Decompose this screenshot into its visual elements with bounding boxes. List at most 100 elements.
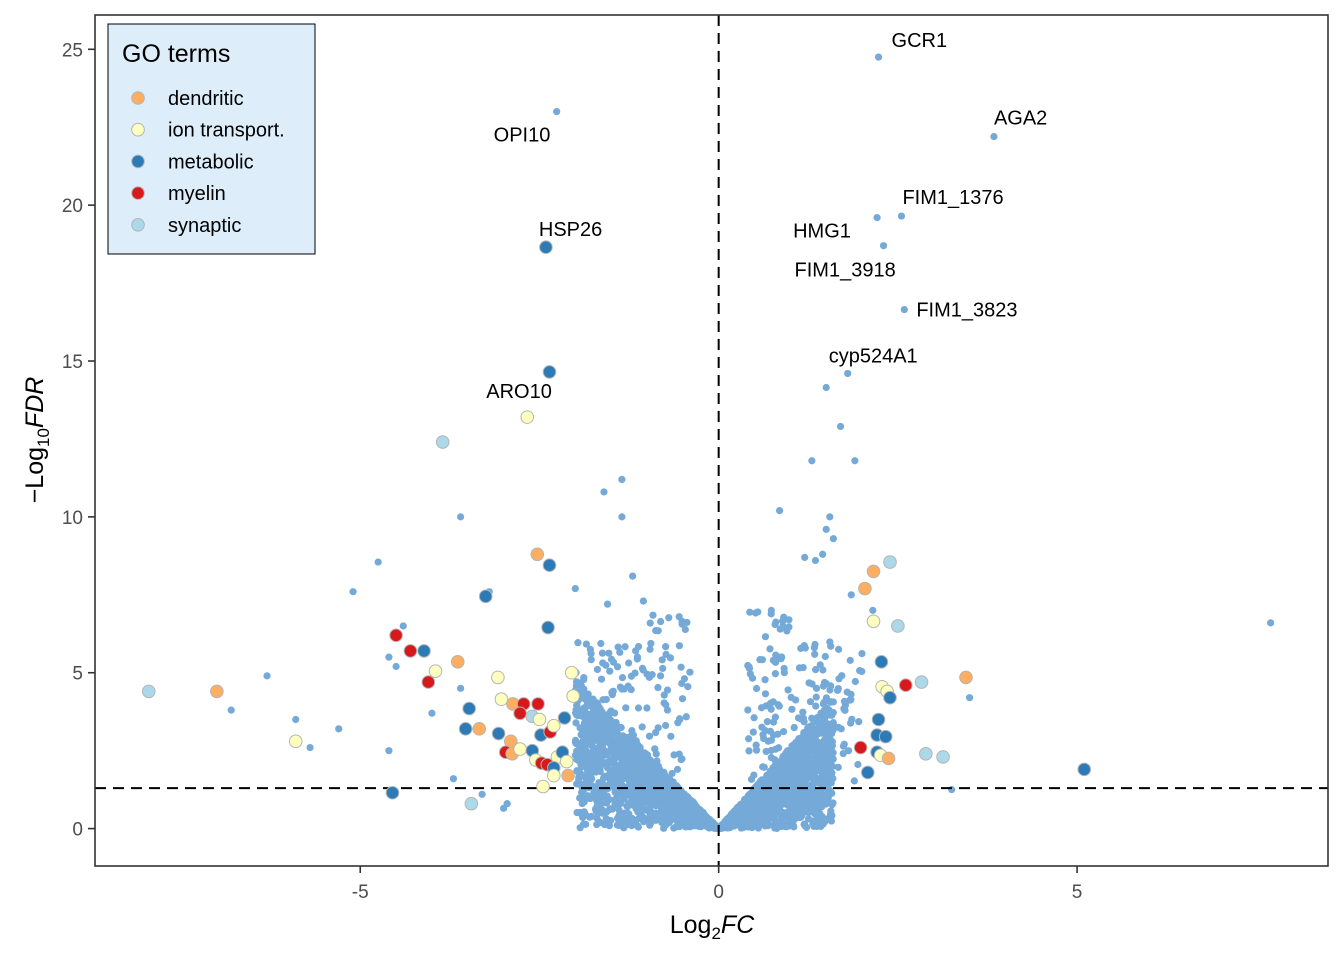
gene-point xyxy=(629,572,637,580)
gene-point xyxy=(965,694,974,702)
gene-point xyxy=(591,732,599,740)
gene-point xyxy=(834,763,842,771)
gene-point xyxy=(811,734,819,742)
x-axis-title-sub: 2 xyxy=(711,924,720,943)
gene-point xyxy=(645,673,654,681)
gene-point xyxy=(571,751,579,759)
go-point-metabolic xyxy=(491,726,506,741)
go-point-synaptic xyxy=(141,684,156,699)
gene-point xyxy=(614,643,622,651)
gene-point xyxy=(627,685,635,694)
gene-point xyxy=(763,718,771,726)
legend-entries: dendritic ion transport. metabolic myelin sy… xyxy=(131,88,285,237)
gene-point xyxy=(587,741,595,749)
gene-point xyxy=(584,690,592,698)
gene-point xyxy=(673,765,682,773)
gene-point xyxy=(640,815,648,823)
gene-point xyxy=(634,777,642,785)
gene-point xyxy=(795,664,804,672)
gene-point xyxy=(815,777,823,785)
gene-point xyxy=(306,743,314,752)
gene-point xyxy=(625,659,633,667)
go-point-metabolic xyxy=(542,365,557,379)
y-axis-title-sub: 10 xyxy=(34,428,53,447)
gene-point xyxy=(675,613,683,621)
labeled-gene-point xyxy=(897,212,906,220)
gene-point xyxy=(582,780,590,789)
gene-point xyxy=(724,816,732,824)
gene-point xyxy=(827,807,835,815)
y-tick-label: 10 xyxy=(62,508,83,529)
gene-point xyxy=(667,732,675,740)
legend-title: GO terms xyxy=(122,40,230,68)
gene-point xyxy=(812,693,820,701)
gene-point xyxy=(754,608,762,616)
gene-point xyxy=(820,791,828,800)
gene-point xyxy=(503,800,511,808)
gene-point xyxy=(652,809,660,817)
gene-point xyxy=(574,740,582,748)
y-axis-title-prefix: − xyxy=(21,489,49,504)
gene-point xyxy=(645,732,654,740)
gene-point xyxy=(827,779,835,787)
gene-point xyxy=(707,817,715,826)
gene-label: FIM1_1376 xyxy=(902,187,1003,209)
gene-point xyxy=(809,801,817,809)
gene-point xyxy=(711,823,719,831)
legend-key-metabolic xyxy=(131,154,145,169)
gene-point xyxy=(610,756,619,764)
gene-point xyxy=(639,597,647,605)
gene-point xyxy=(621,643,629,651)
legend-key-ion-transport xyxy=(131,122,145,137)
gene-point xyxy=(601,737,609,746)
x-axis: -5 0 5 xyxy=(352,866,1082,903)
gene-point xyxy=(829,709,837,717)
go-point-dendritic xyxy=(450,655,465,669)
go-point-metabolic xyxy=(542,558,557,572)
gene-point xyxy=(583,749,591,757)
gene-point xyxy=(642,805,650,813)
gene-point xyxy=(599,744,607,752)
gene-point xyxy=(608,770,616,778)
gene-point xyxy=(745,747,753,755)
gene-point xyxy=(580,808,588,816)
go-point-metabolic xyxy=(871,712,886,727)
legend-label: myelin xyxy=(168,183,226,205)
go-point-myelin xyxy=(898,678,913,693)
gene-point xyxy=(586,701,594,710)
gene-point xyxy=(586,645,594,653)
gene-point xyxy=(778,653,786,661)
gene-point xyxy=(850,777,858,785)
gene-point xyxy=(449,775,458,783)
gene-point xyxy=(478,790,486,798)
gene-point xyxy=(678,695,687,703)
gene-point xyxy=(598,649,607,657)
legend-label: dendritic xyxy=(168,88,244,110)
go-point-metabolic xyxy=(878,729,893,744)
gene-point xyxy=(617,723,625,732)
gene-point xyxy=(834,723,843,731)
gene-point xyxy=(808,714,816,722)
gene-point xyxy=(766,645,774,653)
go-point-ion-transport xyxy=(566,689,580,703)
gene-point xyxy=(827,642,835,650)
go-point-metabolic xyxy=(883,690,897,705)
gene-point xyxy=(605,796,613,804)
gene-point xyxy=(624,809,632,817)
gene-point xyxy=(773,776,781,784)
gene-point xyxy=(649,611,657,619)
gene-point xyxy=(800,820,808,829)
gene-point xyxy=(428,709,436,717)
gene-point xyxy=(627,732,635,740)
gene-point xyxy=(605,781,613,789)
gene-point xyxy=(590,761,598,769)
gene-point xyxy=(600,488,608,496)
gene-label: AGA2 xyxy=(994,108,1047,130)
gene-point xyxy=(749,728,757,736)
gene-point xyxy=(827,747,835,755)
gene-point xyxy=(760,819,768,827)
gene-point xyxy=(772,651,780,659)
gene-point xyxy=(670,808,678,817)
gene-point xyxy=(811,810,819,818)
